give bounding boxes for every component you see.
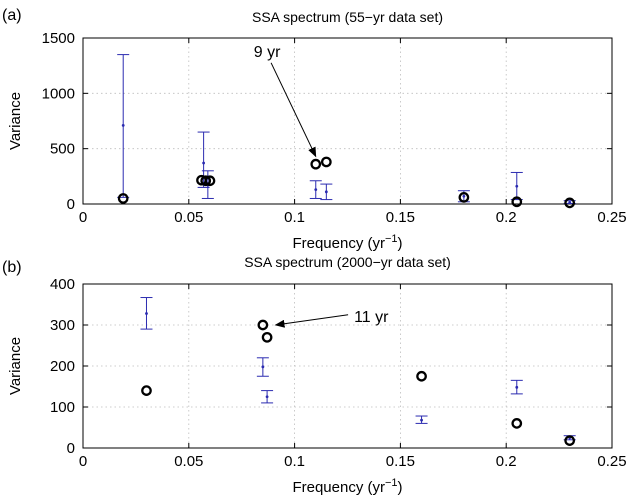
data-point	[200, 175, 212, 187]
error-bar-center	[324, 190, 328, 194]
chart-title: SSA spectrum (55−yr data set)	[252, 9, 443, 25]
data-point	[564, 197, 576, 209]
y-tick-label: 1000	[42, 85, 75, 102]
x-axis-label: Frequency (yr−1)	[292, 233, 402, 252]
panel-a: 0 0.05 0.1 0.15 0.2 0.25 0 500 1000 1500 SSA spect…	[2, 7, 627, 252]
annotation-arrow	[270, 62, 317, 158]
x-axis-label-superscript: −1	[385, 477, 398, 489]
data-point	[310, 158, 322, 170]
y-axis-label: Variance	[7, 92, 24, 150]
plot-area	[83, 284, 612, 448]
y-tick-label: 1500	[42, 30, 75, 47]
data-point	[320, 156, 332, 168]
error-bar-center	[145, 312, 148, 315]
x-tick-label: 0.1	[284, 453, 305, 470]
x-axis-label-superscript: −1	[385, 233, 398, 245]
data-point	[511, 418, 523, 429]
y-tick-label: 200	[50, 358, 75, 375]
x-tick-label: 0.15	[386, 453, 415, 470]
error-bar-center	[314, 188, 318, 192]
error-bar-center	[515, 385, 519, 389]
x-tick-label: 0.2	[496, 209, 517, 226]
data-point	[458, 192, 470, 203]
error-bar-center	[261, 365, 265, 369]
data-point	[261, 331, 273, 343]
y-tick-label: 400	[50, 276, 75, 293]
x-axis-label-main: Frequency (yr	[292, 235, 385, 252]
data-point	[257, 319, 269, 331]
error-bar-center	[202, 161, 206, 165]
error-bar-center	[420, 418, 423, 422]
x-axis-label-end: )	[398, 479, 403, 496]
y-tick-label: 0	[67, 196, 75, 213]
annotation-arrow	[274, 314, 349, 328]
x-tick-label: 0.05	[174, 453, 203, 470]
chart-title: SSA spectrum (2000−yr data set)	[244, 254, 451, 270]
x-axis-label-end: )	[398, 235, 403, 252]
error-bar-center	[462, 194, 466, 198]
y-tick-label: 300	[50, 317, 75, 334]
error-bar-center	[515, 184, 519, 188]
data-point	[416, 370, 427, 382]
data-point	[117, 193, 129, 204]
panel-label: (a)	[2, 7, 22, 24]
data-point	[564, 435, 576, 446]
panel-b: 0 0.05 0.1 0.15 0.2 0.25 0 100 200 300 400 SSA spec…	[2, 254, 627, 496]
y-tick-label: 100	[50, 399, 75, 416]
error-bar-center	[568, 200, 572, 204]
data-point	[141, 385, 152, 396]
annotation-label: 11 yr	[354, 309, 389, 326]
y-tick-label: 0	[67, 440, 75, 457]
x-tick-label: 0.05	[174, 209, 203, 226]
x-tick-label: 0.15	[386, 209, 415, 226]
error-bar-center	[121, 124, 125, 127]
error-bar-center	[265, 395, 269, 399]
data-point	[511, 196, 523, 208]
y-axis-label: Variance	[7, 337, 24, 395]
x-axis-label: Frequency (yr−1)	[292, 477, 402, 496]
annotation-label: 9 yr	[254, 44, 281, 61]
x-axis-label-main: Frequency (yr	[292, 479, 385, 496]
axes-box	[82, 37, 613, 205]
data-point	[204, 175, 216, 187]
x-tick-label: 0	[79, 209, 87, 226]
x-tick-label: 0.25	[597, 209, 626, 226]
x-tick-label: 0.25	[597, 453, 626, 470]
x-tick-label: 0	[79, 453, 87, 470]
x-tick-label: 0.1	[284, 209, 305, 226]
panel-label: (b)	[2, 259, 22, 276]
plot-area	[83, 38, 612, 204]
x-tick-label: 0.2	[496, 453, 517, 470]
y-tick-label: 500	[50, 141, 75, 158]
